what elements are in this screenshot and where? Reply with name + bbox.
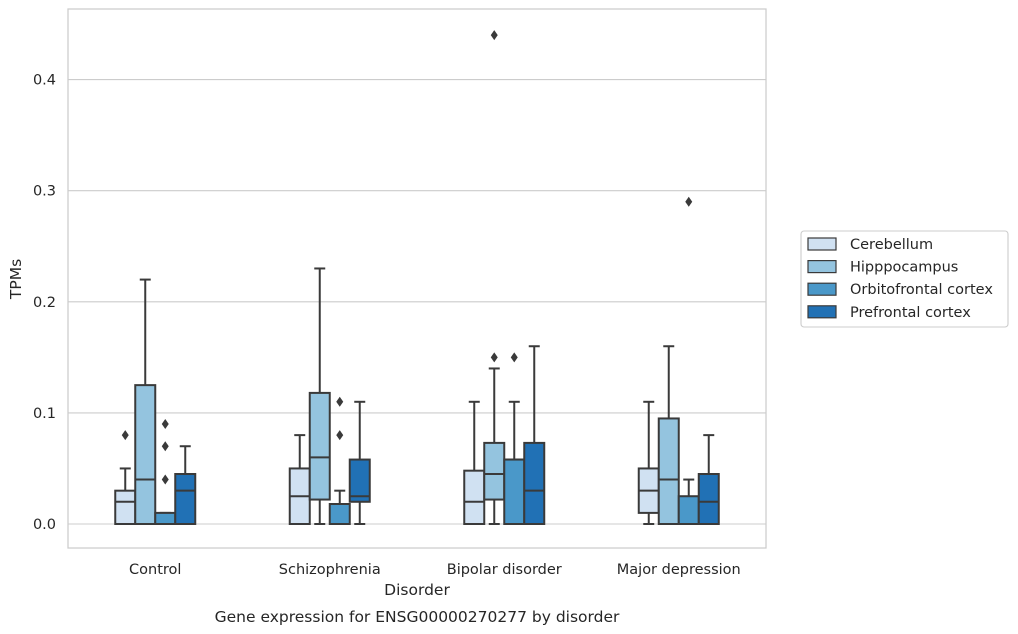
box-iqr [483, 441, 506, 501]
box-cerebellum [114, 430, 137, 526]
box-iqr [348, 458, 371, 503]
box-iqr [114, 489, 137, 526]
y-tick-label: 0.3 [33, 184, 56, 200]
legend-swatch [807, 260, 837, 274]
box-iqr [463, 469, 486, 525]
outlier-point [490, 352, 498, 363]
box-iqr [154, 511, 177, 526]
box-hipppocampus [134, 278, 157, 525]
outlier-point [685, 196, 693, 207]
box-cerebellum [463, 400, 486, 525]
chart-title: Gene expression for ENSG00000270277 by d… [215, 608, 620, 626]
legend-entry-label: Hipppocampus [850, 260, 958, 276]
box-iqr [308, 391, 331, 501]
x-axis-ticks: Control Schizophrenia Bipolar disorder Majo… [129, 562, 741, 578]
outlier-point [121, 430, 129, 441]
x-tick-label: Control [129, 562, 181, 578]
outlier-point [510, 352, 518, 363]
y-tick-label: 0.2 [33, 295, 56, 311]
box-orbitofrontal-cortex [677, 196, 700, 526]
legend-entry-label: Cerebellum [850, 237, 933, 253]
box-hipppocampus [483, 30, 506, 525]
legend-swatch [807, 305, 837, 319]
legend-entry-label: Orbitofrontal cortex [850, 282, 993, 298]
box-iqr [697, 473, 720, 526]
box-iqr [657, 417, 680, 525]
box-prefrontal-cortex [697, 434, 720, 526]
box-cerebellum [288, 434, 311, 526]
box-iqr [677, 495, 700, 526]
box-prefrontal-cortex [523, 345, 546, 525]
y-axis-label: TPMs [7, 259, 25, 300]
plot-area-frame [67, 8, 767, 549]
outlier-point [161, 474, 169, 485]
box-orbitofrontal-cortex [503, 352, 526, 526]
y-axis-ticks: 0.0 0.1 0.2 0.3 0.4 [33, 73, 56, 533]
box-prefrontal-cortex [174, 445, 197, 526]
box-plot-series [114, 30, 720, 526]
legend: Cerebellum Hipppocampus Orbitofrontal cort… [800, 230, 1009, 328]
y-tick-label: 0.1 [33, 406, 56, 422]
box-iqr [134, 384, 157, 525]
box-cerebellum [637, 400, 660, 525]
legend-frame [800, 230, 1009, 328]
box-prefrontal-cortex [348, 400, 371, 525]
y-tick-label: 0.4 [33, 73, 56, 89]
x-axis-label: Disorder [384, 581, 450, 599]
box-iqr [328, 503, 351, 526]
box-hipppocampus [308, 267, 331, 525]
legend-swatch [807, 282, 837, 296]
box-iqr [174, 473, 197, 526]
outlier-point [490, 30, 498, 41]
outlier-point [336, 430, 344, 441]
box-iqr [503, 458, 526, 526]
x-tick-label: Major depression [617, 562, 741, 578]
outlier-point [161, 441, 169, 452]
box-iqr [523, 441, 546, 525]
box-hipppocampus [657, 345, 680, 525]
legend-entry-label: Prefrontal cortex [850, 305, 971, 321]
x-tick-label: Schizophrenia [279, 562, 381, 578]
legend-swatch [807, 237, 837, 251]
box-orbitofrontal-cortex [328, 396, 351, 526]
box-orbitofrontal-cortex [154, 419, 177, 526]
x-tick-label: Bipolar disorder [447, 562, 562, 578]
outlier-point [336, 396, 344, 407]
y-tick-label: 0.0 [33, 517, 56, 533]
outlier-point [161, 419, 169, 430]
